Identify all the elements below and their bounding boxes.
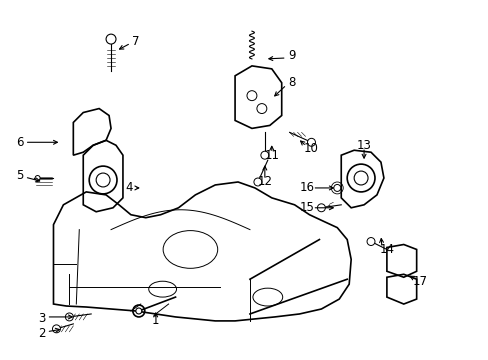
Text: 15: 15 (300, 201, 314, 214)
Text: 12: 12 (257, 175, 272, 189)
Circle shape (317, 204, 325, 212)
Circle shape (65, 313, 73, 321)
Text: 6: 6 (16, 136, 23, 149)
Text: 16: 16 (300, 181, 314, 194)
Text: 8: 8 (287, 76, 295, 89)
Text: 5: 5 (16, 168, 23, 181)
Circle shape (35, 176, 40, 180)
Text: 3: 3 (38, 312, 45, 325)
Text: 14: 14 (379, 243, 394, 256)
Circle shape (366, 238, 374, 246)
Circle shape (96, 173, 110, 187)
Circle shape (136, 308, 142, 314)
Text: 1: 1 (152, 314, 159, 327)
Circle shape (353, 171, 367, 185)
Text: 4: 4 (125, 181, 132, 194)
Circle shape (253, 178, 262, 186)
Circle shape (52, 325, 61, 333)
Text: 17: 17 (412, 275, 427, 288)
Text: 11: 11 (264, 149, 279, 162)
Text: 13: 13 (356, 139, 371, 152)
Text: 2: 2 (38, 327, 45, 340)
Circle shape (333, 184, 340, 192)
Text: 10: 10 (304, 142, 318, 155)
Circle shape (307, 138, 315, 146)
Circle shape (260, 151, 268, 159)
Circle shape (106, 34, 116, 44)
Text: 7: 7 (132, 35, 139, 48)
Text: 9: 9 (287, 49, 295, 63)
